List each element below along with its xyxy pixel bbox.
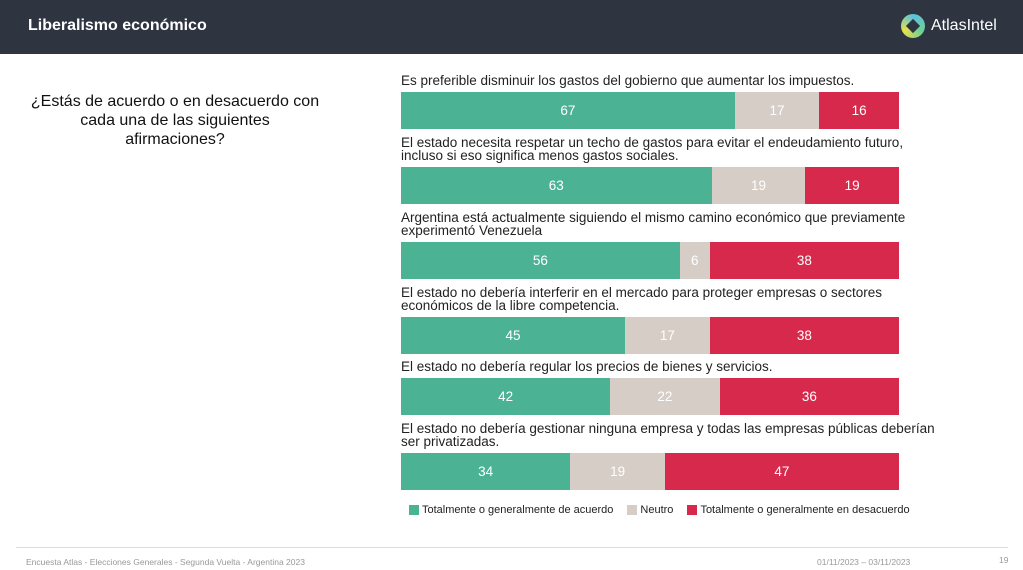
footer-divider: [16, 547, 1008, 548]
bar-segment-agree: 45: [401, 317, 626, 354]
data-label: 38: [796, 328, 812, 343]
logo: AtlasIntel: [901, 14, 997, 38]
data-label: 17: [659, 328, 675, 343]
legend-item-neutral: Neutro: [627, 504, 673, 516]
bar-segment-neutral: 6: [679, 242, 710, 279]
bar-segment-agree: 42: [401, 378, 611, 415]
statement-label: El estado necesita respetar un techo de …: [401, 135, 904, 163]
data-label: 67: [560, 103, 576, 118]
bar-row: 67 17 16: [401, 92, 899, 129]
legend-item-agree: Totalmente o generalmente de acuerdo: [409, 504, 613, 516]
bar-segment-agree: 34: [401, 453, 571, 490]
legend-swatch: [687, 505, 698, 515]
data-label: 63: [548, 178, 564, 193]
data-label: 19: [844, 178, 860, 193]
data-label: 45: [505, 328, 521, 343]
footer-dates: 01/11/2023 – 03/11/2023: [817, 557, 911, 567]
data-label: 16: [851, 103, 867, 118]
footer-source: Encuesta Atlas - Elecciones Generales - …: [26, 557, 305, 567]
legend-label: Totalmente o generalmente en desacuerdo: [700, 504, 910, 516]
data-label: 47: [774, 464, 790, 479]
bar-segment-disagree: 16: [819, 92, 899, 129]
bar-segment-disagree: 19: [805, 167, 899, 204]
statement-label: El estado no debería regular los precios…: [401, 359, 773, 374]
legend-item-disagree: Totalmente o generalmente en desacuerdo: [687, 504, 910, 516]
statement-label: Argentina está actualmente siguiendo el …: [401, 210, 906, 238]
data-label: 34: [478, 464, 494, 479]
logo-text: AtlasIntel: [931, 17, 997, 34]
data-label: 56: [532, 253, 548, 268]
bar-row: 45 17 38: [401, 317, 899, 354]
data-label: 42: [498, 389, 514, 404]
statement-label: El estado no debería interferir en el me…: [401, 285, 883, 313]
legend: Totalmente o generalmente de acuerdo Neut…: [409, 504, 910, 516]
legend-swatch: [627, 505, 638, 515]
legend-swatch: [409, 505, 419, 515]
bar-segment-neutral: 19: [570, 453, 665, 490]
atlasintel-logo-icon: [901, 14, 925, 38]
bar-segment-neutral: 22: [610, 378, 720, 415]
data-label: 19: [750, 178, 766, 193]
data-label: 36: [801, 389, 817, 404]
header-bar: Liberalismo económico AtlasIntel: [0, 0, 1023, 54]
bar-row: 42 22 36: [401, 378, 899, 415]
bar-segment-agree: 67: [401, 92, 735, 129]
bar-segment-disagree: 47: [664, 453, 899, 490]
data-label: 19: [610, 464, 626, 479]
legend-label: Neutro: [640, 504, 674, 516]
statement-label: El estado no debería gestionar ninguna e…: [401, 421, 935, 449]
bar-segment-neutral: 17: [734, 92, 820, 129]
data-label: 38: [796, 253, 812, 268]
bar-row: 34 19 47: [401, 453, 899, 490]
bar-segment-neutral: 19: [711, 167, 806, 204]
bar-segment-disagree: 36: [719, 378, 899, 415]
data-label: 22: [657, 389, 673, 404]
bar-segment-agree: 63: [401, 167, 712, 204]
bar-segment-disagree: 38: [709, 317, 899, 354]
page-title: Liberalismo económico: [28, 17, 207, 34]
page-number: 19: [999, 555, 1009, 565]
bar-row: 63 19 19: [401, 167, 899, 204]
bar-segment-agree: 56: [401, 242, 680, 279]
legend-label: Totalmente o generalmente de acuerdo: [422, 504, 614, 516]
bar-segment-disagree: 38: [709, 242, 899, 279]
bar-segment-neutral: 17: [625, 317, 710, 354]
statement-label: Es preferible disminuir los gastos del g…: [401, 73, 855, 88]
question-text: ¿Estás de acuerdo o en desacuerdo con ca…: [30, 93, 320, 148]
data-label: 6: [691, 253, 699, 268]
bar-row: 56 6 38: [401, 242, 899, 279]
data-label: 17: [769, 103, 785, 118]
